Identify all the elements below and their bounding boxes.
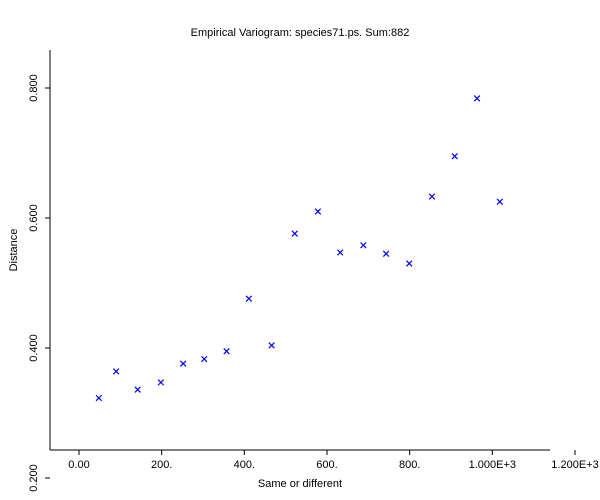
- data-points: [95, 95, 503, 402]
- y-tick-label: 0.600: [28, 204, 40, 232]
- data-point: [337, 249, 344, 256]
- data-point: [179, 360, 187, 367]
- x-tick-label: 0.00: [68, 459, 89, 471]
- data-point: [428, 193, 436, 200]
- x-tick-label: 600.: [316, 459, 337, 471]
- data-point: [314, 208, 322, 215]
- y-tick-label: 0.200: [28, 464, 40, 492]
- y-axis-label: Distance: [8, 229, 20, 272]
- data-point: [223, 348, 230, 355]
- x-tick-label: 1.200E+3: [551, 459, 598, 471]
- x-tick-label: 200.: [151, 459, 172, 471]
- y-tick-label: 0.800: [28, 74, 40, 102]
- data-point: [201, 355, 208, 363]
- data-point: [134, 386, 141, 393]
- data-point: [268, 342, 275, 349]
- y-tick-label: 0.400: [28, 334, 40, 362]
- data-point: [382, 250, 390, 257]
- data-point: [451, 153, 458, 160]
- x-tick-label: 800.: [399, 459, 420, 471]
- data-point: [112, 368, 120, 375]
- data-point: [473, 95, 481, 102]
- data-point: [291, 230, 298, 237]
- chart-title: Empirical Variogram: species71.ps. Sum:8…: [191, 27, 410, 39]
- data-point: [496, 198, 503, 205]
- x-axis-label: Same or different: [258, 478, 342, 490]
- x-tick-label: 1.000E+3: [469, 459, 516, 471]
- x-axis-ticks: 0.00 200. 400. 600. 800. 1.000E+3 1.200E+3: [68, 450, 599, 471]
- data-point: [157, 379, 165, 386]
- data-point: [406, 260, 413, 267]
- data-point: [245, 295, 253, 302]
- x-tick-label: 400.: [234, 459, 255, 471]
- y-axis-ticks: 0.200 0.400 0.600 0.800: [28, 74, 50, 492]
- data-point: [360, 242, 367, 249]
- data-point: [95, 394, 103, 402]
